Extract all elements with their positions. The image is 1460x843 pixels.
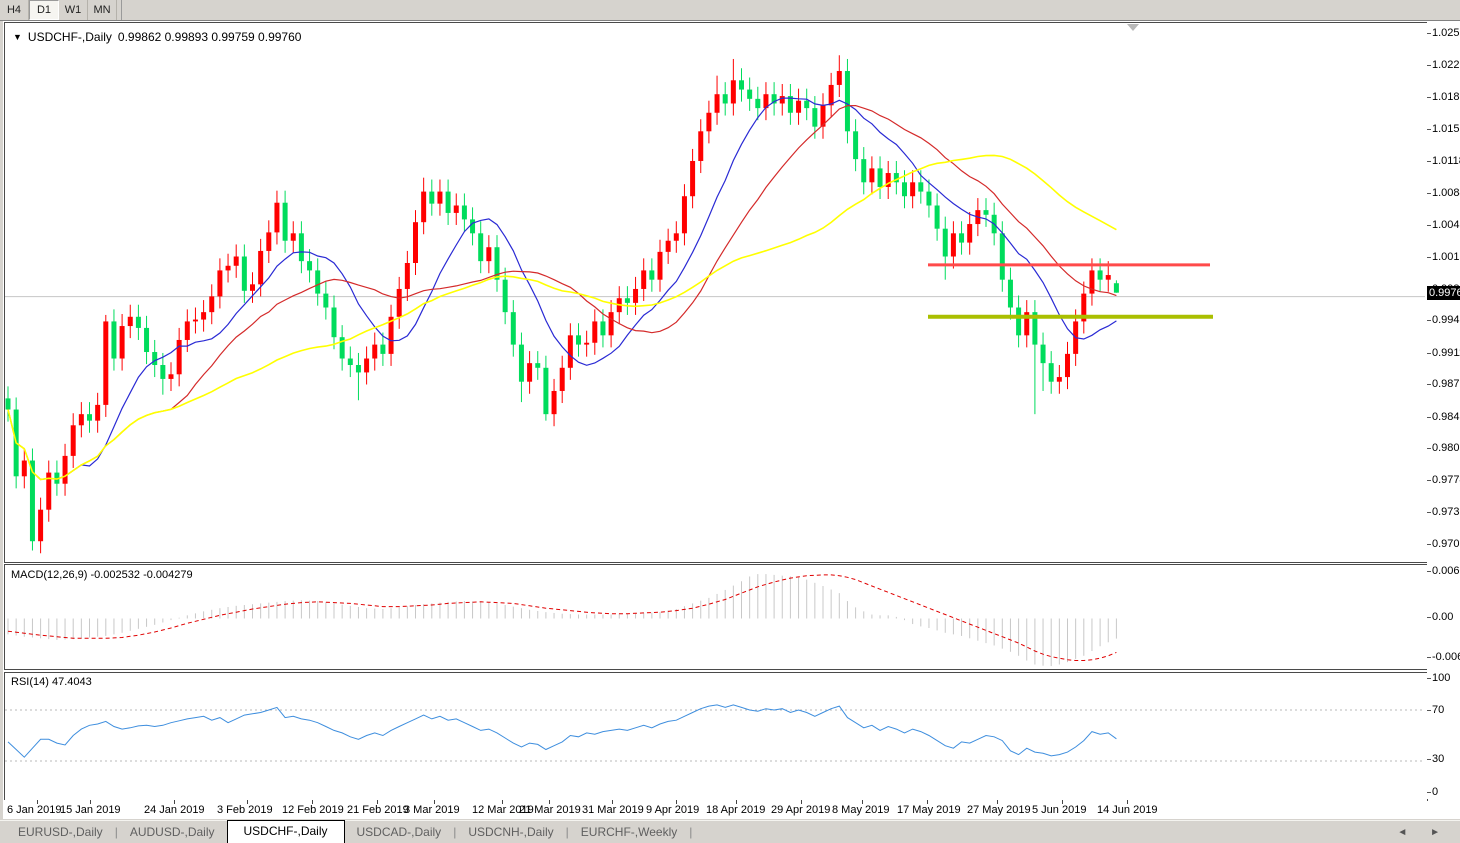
chart-tab-usdchf[interactable]: USDCHF-,Daily (226, 820, 345, 843)
chart-ohlc-values: 0.99862 0.99893 0.99759 0.99760 (117, 30, 302, 44)
date-tick (1127, 800, 1128, 804)
date-axis-label: 29 Apr 2019 (771, 804, 831, 816)
chart-tab-usdcad[interactable]: USDCAD-,Daily (356, 825, 442, 839)
chart-tab-usdcnh[interactable]: USDCNH-,Daily (468, 825, 554, 839)
date-tick (801, 800, 802, 804)
chart-symbol-label: USDCHF-,Daily (27, 30, 112, 44)
date-axis-label: 9 Apr 2019 (646, 804, 700, 816)
date-axis-label: 12 Mar 2019 (472, 804, 534, 816)
macd-panel[interactable] (4, 564, 1428, 670)
price-axis-label: 1.00150 (1427, 251, 1460, 263)
date-tick (862, 800, 863, 804)
date-axis[interactable]: 6 Jan 2019 15 Jan 2019 24 Jan 2019 3 Feb 20… (4, 800, 1427, 819)
date-axis-label: 3 Feb 2019 (217, 804, 273, 816)
date-axis-label: 21 Mar 2019 (519, 804, 581, 816)
chart-tab-eurusd[interactable]: EURUSD-,Daily (18, 825, 103, 839)
date-axis-label: 18 Apr 2019 (706, 804, 766, 816)
price-axis-label: 0.98080 (1427, 442, 1460, 454)
chart-title: ▼ USDCHF-,Daily 0.99862 0.99893 0.99759 … (13, 30, 301, 44)
toolbar-separator (121, 0, 122, 20)
price-axis-label: 1.01180 (1427, 155, 1460, 167)
price-axis-label: 0.98770 (1427, 378, 1460, 390)
price-axis-label: 1.01530 (1427, 123, 1460, 135)
rsi-axis-label: 100 (1427, 672, 1450, 684)
price-axis[interactable]: 1.02560 1.02220 1.01870 1.01530 1.01180 1.008… (1427, 22, 1460, 799)
price-axis-label: 1.00490 (1427, 219, 1460, 231)
date-tick (549, 800, 550, 804)
price-axis-label: 1.02220 (1427, 59, 1460, 71)
date-tick (90, 800, 91, 804)
macd-axis-label: -0.00609 (1427, 651, 1460, 663)
chart-tab-audusd[interactable]: AUDUSD-,Daily (129, 825, 215, 839)
date-tick (502, 800, 503, 804)
chart-tab-eurchf[interactable]: EURCHF-,Weekly (580, 825, 678, 839)
price-axis-label: 0.98420 (1427, 411, 1460, 423)
date-tick (247, 800, 248, 804)
date-axis-label: 21 Feb 2019 (347, 804, 409, 816)
date-axis-label: 12 Feb 2019 (282, 804, 344, 816)
rsi-indicator-label: RSI(14) 47.4043 (11, 676, 92, 688)
tab-scroll-arrows[interactable]: ◄ ► (1397, 827, 1450, 838)
date-axis-label: 15 Jan 2019 (60, 804, 121, 816)
price-axis-label: 0.97050 (1427, 538, 1460, 550)
date-tick (676, 800, 677, 804)
date-axis-label: 27 May 2019 (967, 804, 1031, 816)
period-toolbar: H4 D1 W1 MN (0, 0, 1460, 21)
date-tick (612, 800, 613, 804)
price-axis-label: 0.97740 (1427, 474, 1460, 486)
date-axis-label: 14 Jun 2019 (1097, 804, 1158, 816)
price-axis-label: 1.00840 (1427, 187, 1460, 199)
rsi-axis-label: 30 (1427, 753, 1444, 765)
tab-separator: | (689, 825, 693, 839)
date-tick (434, 800, 435, 804)
period-button-h4[interactable]: H4 (0, 0, 29, 20)
date-axis-label: 8 May 2019 (832, 804, 890, 816)
rsi-axis-label: 0 (1427, 786, 1438, 798)
date-axis-label: 3 Mar 2019 (404, 804, 460, 816)
price-axis-label: 1.01870 (1427, 91, 1460, 103)
price-axis-label: 1.02560 (1427, 27, 1460, 39)
chart-shift-marker-icon[interactable] (1127, 24, 1139, 31)
date-tick (37, 800, 38, 804)
chart-tab-bar: EURUSD-,Daily | AUDUSD-,Daily USDCHF-,Daily… (0, 820, 1460, 843)
date-axis-label: 5 Jun 2019 (1032, 804, 1087, 816)
date-axis-label: 17 May 2019 (897, 804, 961, 816)
macd-indicator-label: MACD(12,26,9) -0.002532 -0.004279 (11, 569, 193, 581)
date-tick (312, 800, 313, 804)
date-axis-label: 24 Jan 2019 (144, 804, 205, 816)
date-tick (1062, 800, 1063, 804)
period-button-w1[interactable]: W1 (59, 0, 88, 20)
rsi-axis-label: 70 (1427, 704, 1444, 716)
price-axis-label: 0.99110 (1427, 347, 1460, 359)
date-tick (927, 800, 928, 804)
price-axis-label: 0.99460 (1427, 314, 1460, 326)
price-axis-label: 0.97390 (1427, 506, 1460, 518)
date-tick (997, 800, 998, 804)
date-tick (377, 800, 378, 804)
tab-separator: | (565, 825, 569, 839)
period-button-mn[interactable]: MN (88, 0, 117, 20)
price-chart-panel[interactable] (4, 22, 1428, 563)
current-price-badge: 0.99760 (1427, 285, 1460, 300)
date-tick (736, 800, 737, 804)
chart-menu-icon[interactable]: ▼ (13, 32, 22, 42)
tab-separator: | (114, 825, 118, 839)
period-button-d1[interactable]: D1 (29, 0, 59, 20)
rsi-panel[interactable] (4, 672, 1428, 801)
tab-separator: | (453, 825, 457, 839)
macd-axis-label: 0.00 (1427, 611, 1453, 623)
macd-axis-label: 0.006058 (1427, 565, 1460, 577)
date-axis-label: 31 Mar 2019 (582, 804, 644, 816)
date-tick (174, 800, 175, 804)
date-axis-label: 6 Jan 2019 (7, 804, 62, 816)
